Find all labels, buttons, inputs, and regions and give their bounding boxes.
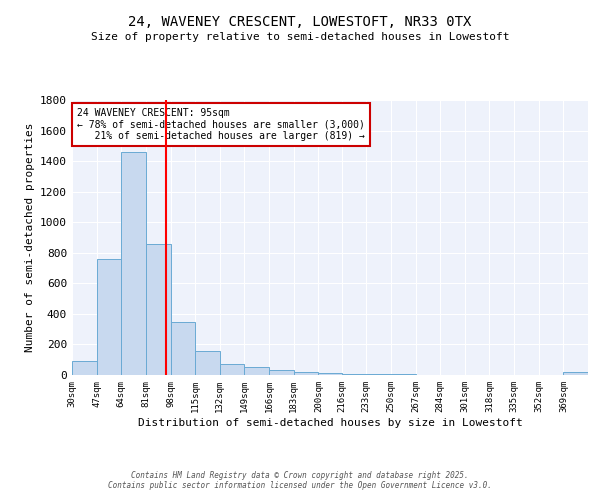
Bar	[294, 372, 319, 375]
Bar	[220, 364, 244, 375]
Bar	[366, 374, 391, 375]
Bar	[97, 259, 121, 375]
Bar	[391, 374, 416, 375]
Bar	[72, 361, 97, 375]
Bar	[269, 370, 294, 375]
Text: Contains HM Land Registry data © Crown copyright and database right 2025.
Contai: Contains HM Land Registry data © Crown c…	[108, 470, 492, 490]
Bar	[341, 374, 366, 375]
Bar	[244, 368, 269, 375]
Bar	[121, 152, 146, 375]
Bar	[319, 373, 341, 375]
Bar	[195, 352, 220, 375]
Bar	[146, 244, 170, 375]
Y-axis label: Number of semi-detached properties: Number of semi-detached properties	[25, 122, 35, 352]
Text: Size of property relative to semi-detached houses in Lowestoft: Size of property relative to semi-detach…	[91, 32, 509, 42]
Bar	[170, 322, 195, 375]
X-axis label: Distribution of semi-detached houses by size in Lowestoft: Distribution of semi-detached houses by …	[137, 418, 523, 428]
Bar	[563, 372, 588, 375]
Text: 24, WAVENEY CRESCENT, LOWESTOFT, NR33 0TX: 24, WAVENEY CRESCENT, LOWESTOFT, NR33 0T…	[128, 15, 472, 29]
Text: 24 WAVENEY CRESCENT: 95sqm
← 78% of semi-detached houses are smaller (3,000)
   : 24 WAVENEY CRESCENT: 95sqm ← 78% of semi…	[77, 108, 365, 142]
